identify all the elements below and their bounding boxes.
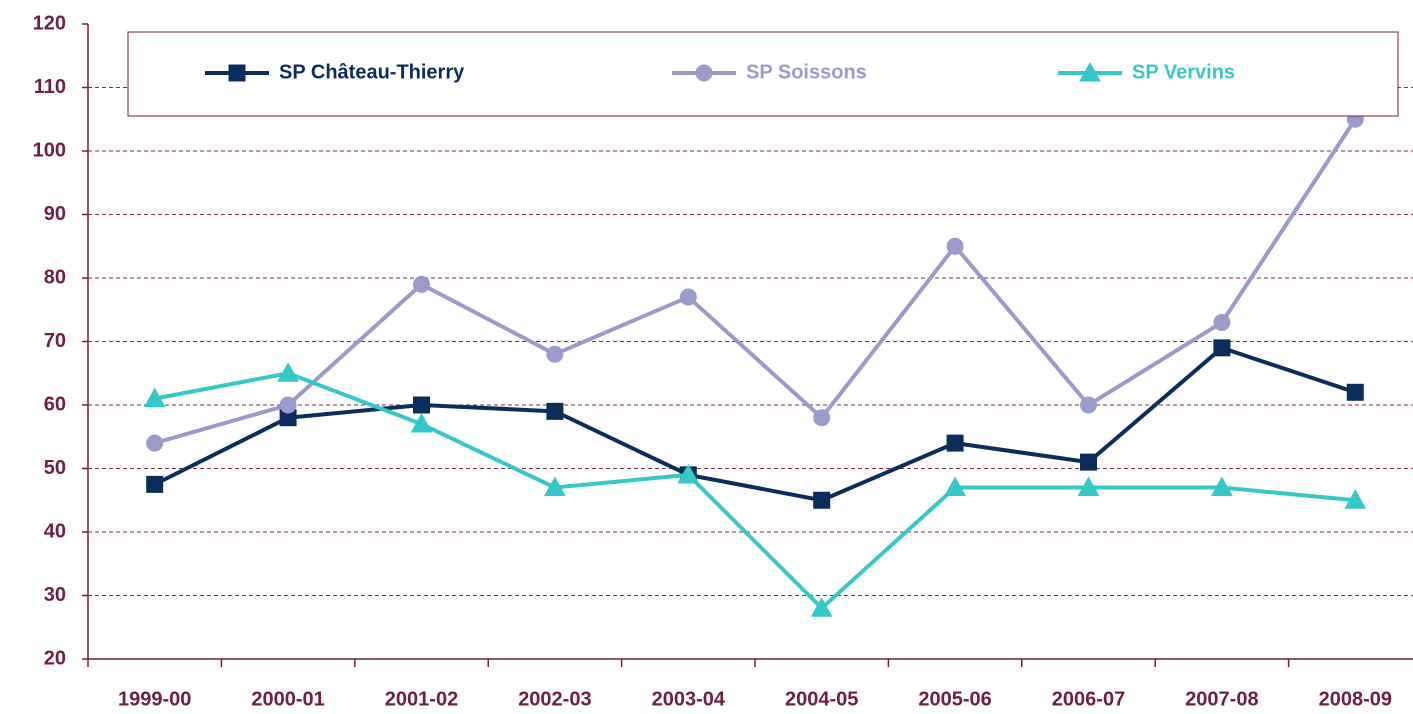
x-tick-label: 2005-06 [918, 688, 991, 710]
data-point [413, 396, 430, 414]
data-point [279, 396, 297, 414]
data-point [1213, 339, 1231, 357]
data-point [1213, 313, 1231, 331]
x-tick-label: 2004-05 [785, 688, 858, 710]
data-point [1077, 476, 1100, 497]
data-point [546, 345, 564, 363]
data-point [146, 434, 164, 452]
data-point [1346, 383, 1364, 401]
data-point [946, 237, 964, 255]
y-tick-label: 100 [33, 139, 66, 161]
x-tick-label: 2007-08 [1185, 688, 1258, 710]
legend-label: SP Vervins [1132, 61, 1235, 83]
x-tick-label: 2000-01 [251, 688, 324, 710]
legend-label: SP Soissons [746, 61, 867, 83]
series-line [154, 371, 1356, 611]
legend-box [127, 31, 1399, 117]
data-point [1080, 396, 1097, 414]
data-point [1080, 453, 1097, 471]
data-point [679, 288, 697, 306]
y-tick-label: 60 [44, 393, 66, 415]
data-point [544, 476, 566, 497]
x-tick-label: 2001-02 [385, 688, 458, 710]
data-point [146, 475, 164, 493]
data-point [277, 362, 299, 382]
y-tick-label: 40 [44, 520, 66, 542]
y-tick-label: 120 [33, 12, 66, 34]
y-tick-label: 110 [34, 76, 66, 98]
data-point [677, 463, 700, 484]
y-tick-label: 70 [44, 330, 66, 352]
y-tick-label: 20 [44, 647, 66, 669]
y-tick-label: 80 [44, 266, 66, 288]
data-point [546, 402, 564, 420]
legend-label: SP Château-Thierry [279, 61, 465, 83]
y-tick-label: 30 [44, 584, 66, 606]
y-tick-label: 90 [44, 203, 66, 225]
x-tick-label: 2002-03 [518, 688, 591, 710]
y-tick-label: 50 [44, 457, 66, 479]
data-point [1211, 476, 1233, 497]
data-point [413, 275, 430, 293]
series-line [154, 118, 1357, 446]
legend-marker [228, 64, 246, 82]
x-tick-label: 2008-09 [1319, 688, 1392, 710]
data-point [946, 434, 964, 452]
x-tick-label: 2003-04 [652, 688, 726, 710]
data-point [813, 409, 831, 427]
x-tick-label: 1999-00 [118, 688, 191, 710]
data-point [143, 387, 166, 408]
legend-marker [1079, 61, 1101, 82]
series-line [153, 345, 1356, 503]
data-point [410, 413, 433, 433]
data-point [1344, 489, 1367, 509]
data-point [813, 491, 831, 509]
x-tick-label: 2006-07 [1052, 688, 1125, 710]
legend-marker [695, 64, 713, 82]
data-point [810, 597, 833, 617]
data-point [944, 476, 966, 497]
